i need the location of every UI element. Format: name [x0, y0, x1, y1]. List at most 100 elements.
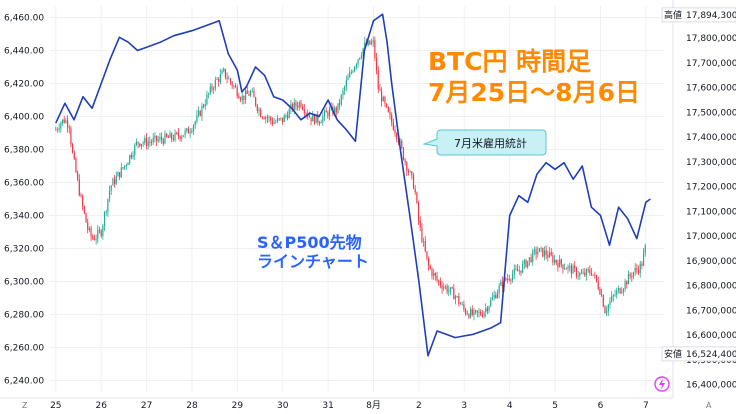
candle-body — [209, 86, 211, 94]
candle-body — [265, 117, 267, 120]
candle-body — [313, 114, 316, 124]
candle-body — [112, 178, 114, 186]
lightning-icon[interactable] — [654, 376, 670, 392]
candle-body — [580, 273, 583, 274]
candle-body — [140, 144, 143, 147]
candle-body — [352, 71, 354, 73]
candle-body — [288, 108, 290, 119]
candle-body — [364, 42, 366, 48]
candle-body — [582, 272, 584, 274]
candle-body — [486, 308, 488, 311]
low-tag-label: 安値 — [664, 348, 682, 360]
candle-body — [187, 128, 190, 134]
candle-body — [466, 313, 468, 315]
candle-body — [485, 308, 487, 313]
candle-body — [621, 291, 623, 294]
candle-body — [119, 172, 121, 178]
candle-body — [354, 66, 356, 72]
left-axis: 6,460.00 6,440.00 6,420.00 6,400.00 6,380.00… — [4, 14, 44, 387]
candle-body — [511, 274, 514, 280]
candle-body — [584, 272, 586, 276]
candle-body — [310, 117, 312, 122]
candle-body — [261, 116, 263, 118]
candle-body — [196, 115, 198, 122]
series-label-line-2: ラインチャート — [257, 252, 369, 271]
candle-body — [327, 112, 329, 117]
candle-body — [297, 106, 299, 108]
candle-body — [533, 249, 536, 251]
candle-body — [233, 85, 235, 87]
candle-body — [256, 105, 258, 111]
candle-body — [56, 129, 59, 131]
candle-body — [357, 59, 359, 65]
candle-body — [155, 135, 158, 141]
candle-body — [83, 206, 85, 214]
candle-body — [515, 268, 517, 270]
callout-text: 7月米雇用統計 — [454, 136, 527, 150]
candle-body — [238, 96, 240, 99]
candle-body — [585, 269, 588, 276]
candle-body — [102, 225, 104, 236]
candle-body — [642, 253, 645, 266]
candle-body — [572, 265, 574, 274]
x-tick-label: 2 — [416, 401, 422, 411]
right-tick-label: 16,900,000 — [686, 257, 736, 267]
candle-body — [181, 136, 183, 139]
candle-body — [142, 142, 144, 145]
candle-body — [149, 141, 151, 143]
candle-body — [270, 117, 272, 121]
candle-body — [78, 179, 80, 196]
candle-body — [186, 128, 188, 131]
candle-body — [177, 132, 179, 137]
candle-body — [228, 78, 230, 80]
candle-body — [559, 259, 561, 268]
candle-body — [244, 90, 247, 100]
candle-body — [513, 268, 515, 275]
candle-body — [424, 241, 426, 252]
candle-body — [458, 296, 460, 304]
candle-body — [397, 138, 399, 144]
candle-body — [626, 281, 628, 285]
candle-body — [281, 117, 284, 123]
candle-body — [518, 270, 520, 272]
candle-body — [374, 40, 376, 58]
candle-body — [98, 230, 101, 232]
candle-body — [453, 288, 455, 300]
candle-body — [61, 119, 64, 123]
candle-body — [239, 98, 242, 100]
candle-body — [396, 133, 398, 139]
candle-body — [243, 95, 245, 100]
candle-body — [446, 286, 448, 293]
candle-body — [441, 285, 443, 289]
left-tick-label: 6,460.00 — [4, 14, 44, 24]
candle-body — [355, 64, 358, 67]
candle-body — [93, 238, 96, 240]
x-tick-label: 4 — [507, 401, 513, 411]
candle-body — [248, 93, 250, 96]
right-tick-label: 17,700,000 — [686, 59, 736, 69]
candle-body — [339, 103, 341, 105]
candle-body — [557, 262, 559, 268]
candle-body — [553, 259, 556, 263]
candle-body — [80, 195, 82, 197]
candle-body — [82, 196, 84, 207]
candle-body — [464, 309, 467, 314]
candle-body — [594, 274, 596, 276]
candles — [55, 36, 646, 321]
candle-body — [199, 110, 201, 116]
candle-body — [218, 79, 220, 82]
candle-body — [124, 165, 126, 169]
candle-body — [88, 228, 90, 230]
candle-body — [271, 120, 274, 124]
right-tick-label: 17,200,000 — [686, 183, 736, 193]
candle-body — [226, 77, 228, 79]
candle-body — [300, 102, 302, 107]
candle-body — [421, 227, 423, 242]
candle-body — [508, 278, 510, 280]
candle-body — [137, 141, 139, 144]
candle-body — [77, 172, 79, 180]
left-tick-label: 6,320.00 — [4, 244, 44, 254]
candle-body — [113, 178, 116, 184]
low-tag-box — [661, 346, 736, 362]
